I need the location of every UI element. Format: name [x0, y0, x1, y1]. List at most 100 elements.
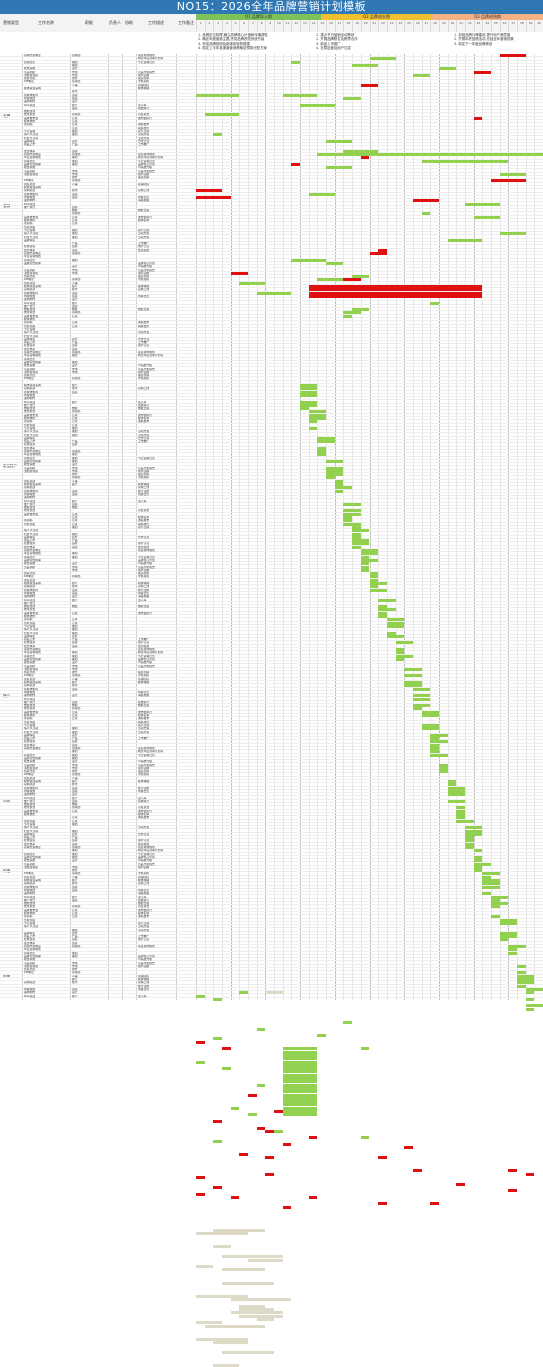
- week-cell: 18: [343, 20, 352, 32]
- week-cell: 16: [326, 20, 335, 32]
- week-cell: 13: [300, 20, 309, 32]
- gantt-bar: [508, 1169, 517, 1172]
- gantt-bar: [508, 1189, 517, 1192]
- gantt-bar: [300, 394, 317, 397]
- gantt-bar: [413, 199, 439, 202]
- week-cell: 4: [222, 20, 231, 32]
- phase-note-line: 4. 社群运营及用户沉淀: [316, 46, 358, 50]
- gantt-bar: [448, 239, 483, 242]
- gantt-bar: [378, 615, 387, 618]
- gantt-bar: [283, 1113, 318, 1116]
- gantt-bar: [343, 1021, 352, 1024]
- gantt-bar: [222, 1067, 231, 1070]
- week-cell: 5: [231, 20, 240, 32]
- gantt-bar: [465, 846, 474, 849]
- week-cell: 22: [378, 20, 387, 32]
- col-header-task: 工作名称: [22, 14, 70, 32]
- gantt-bar: [309, 1136, 318, 1139]
- gantt-bar: [231, 272, 248, 275]
- gantt-bar: [265, 1156, 274, 1159]
- gantt-bar: [274, 1130, 283, 1133]
- gantt-bar: [526, 1008, 535, 1011]
- gantt-bar: [196, 94, 239, 97]
- gantt-bar: [222, 1351, 274, 1354]
- gantt-bar: [352, 546, 361, 549]
- gantt-grid: 品牌营销新品推广媒介活动传播运营营销方案制定营销部项目总体规划制定年度营销计划书…: [0, 54, 543, 1000]
- gantt-bar: [378, 1156, 387, 1159]
- gantt-bar: [196, 1176, 205, 1179]
- week-cell: 2: [205, 20, 214, 32]
- gantt-bar: [317, 440, 334, 443]
- gantt-bar: [291, 259, 326, 262]
- gantt-bar: [387, 625, 404, 628]
- week-cell: 33: [474, 20, 483, 32]
- week-cell: 14: [309, 20, 318, 32]
- gantt-bar: [430, 302, 439, 305]
- gantt-bar: [430, 754, 447, 757]
- gantt-bar: [265, 1130, 274, 1133]
- col-header-remark: 工作备注: [176, 14, 196, 32]
- gantt-bar: [248, 1259, 283, 1262]
- week-cell: 19: [352, 20, 361, 32]
- gantt-bar: [196, 1265, 213, 1268]
- gantt-bar: [213, 1037, 222, 1040]
- gantt-bar: [526, 991, 535, 994]
- week-cell: 29: [439, 20, 448, 32]
- gantt-bar: [265, 991, 282, 994]
- gantt-bar: [291, 61, 300, 64]
- gantt-bar: [257, 1028, 266, 1031]
- gantt-bar: [291, 163, 300, 166]
- gantt-bar: [222, 1282, 274, 1285]
- gantt-bar: [361, 1136, 370, 1139]
- gantt-bar: [196, 1041, 205, 1044]
- gantt-bar: [231, 1196, 240, 1199]
- week-cell: 9: [265, 20, 274, 32]
- col-header-role: 职能: [70, 14, 108, 32]
- gantt-bar: [205, 1325, 266, 1328]
- week-cell: 40: [534, 20, 543, 32]
- gantt-bar: [309, 1196, 318, 1199]
- gantt-bar: [213, 1186, 222, 1189]
- gantt-bar: [283, 94, 318, 97]
- gantt-bar: [326, 476, 335, 479]
- gantt-bar: [413, 688, 430, 691]
- gantt-bar: [439, 67, 456, 70]
- gantt-bar: [378, 1202, 387, 1205]
- week-cell: 11: [283, 20, 292, 32]
- gantt-bar: [491, 905, 500, 908]
- gantt-bar: [326, 262, 343, 265]
- week-cell: 34: [482, 20, 491, 32]
- gantt-bar: [448, 800, 465, 803]
- week-cell: 20: [361, 20, 370, 32]
- gantt-bar: [396, 658, 405, 661]
- gantt-bar: [500, 922, 517, 925]
- gantt-bar: [196, 189, 222, 192]
- gantt-bar: [378, 599, 395, 602]
- gantt-bar: [361, 569, 370, 572]
- gantt-bar: [213, 1120, 222, 1123]
- gantt-bar: [413, 74, 430, 77]
- gantt-bar: [326, 460, 343, 463]
- gantt-bar: [231, 1298, 292, 1301]
- gantt-bar: [343, 315, 352, 318]
- gantt-bar: [413, 698, 430, 701]
- week-cell: 8: [257, 20, 266, 32]
- gantt-bar: [309, 295, 483, 298]
- gantt-bar: [352, 64, 378, 67]
- gantt-bar: [257, 1318, 274, 1321]
- gantt-bar: [213, 133, 222, 136]
- week-cell: 10: [274, 20, 283, 32]
- phase-note-line: 2. 开展年终回顾活动,总结全年营销效果: [454, 37, 514, 41]
- gantt-bar: [213, 1341, 248, 1344]
- gantt-bar: [422, 727, 439, 730]
- gantt-bar: [413, 1169, 422, 1172]
- gantt-bar: [439, 770, 448, 773]
- gantt-bar: [482, 892, 491, 895]
- gantt-bar: [283, 1206, 292, 1209]
- gantt-bar: [517, 985, 526, 988]
- gantt-bar: [222, 1047, 231, 1050]
- gantt-bar: [213, 1245, 230, 1248]
